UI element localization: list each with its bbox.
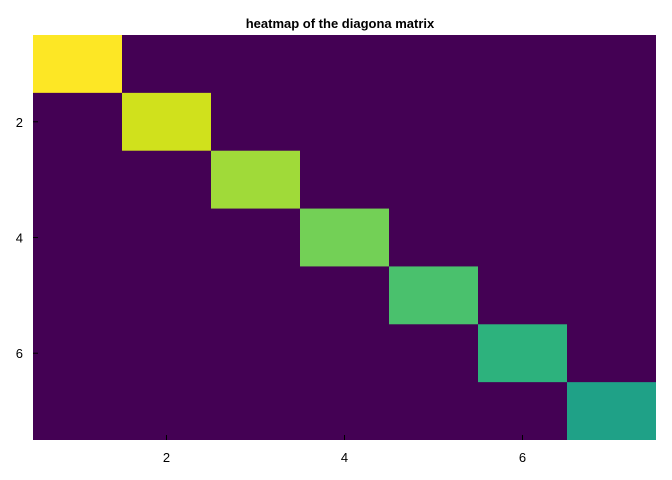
y-tick-label: 4 xyxy=(16,231,23,246)
x-axis: 2 4 6 xyxy=(163,435,526,465)
y-axis: 2 4 6 xyxy=(16,115,38,361)
heatmap-cell-3-3 xyxy=(211,150,300,209)
heatmap-cell-1-1 xyxy=(33,35,122,93)
x-tick-label: 2 xyxy=(163,450,170,465)
x-tick-label: 4 xyxy=(341,450,348,465)
heatmap-cell-2-2 xyxy=(122,92,211,151)
y-tick-label: 2 xyxy=(16,115,23,130)
heatmap-cell-4-4 xyxy=(300,208,389,267)
heatmap-cell-6-6 xyxy=(478,324,567,383)
y-tick-label: 6 xyxy=(16,346,23,361)
x-tick-label: 6 xyxy=(519,450,526,465)
heatmap-cell-7-7 xyxy=(567,382,656,440)
plot-area xyxy=(33,35,656,440)
heatmap-cell-5-5 xyxy=(389,266,478,325)
chart-title: heatmap of the diagona matrix xyxy=(246,16,435,31)
